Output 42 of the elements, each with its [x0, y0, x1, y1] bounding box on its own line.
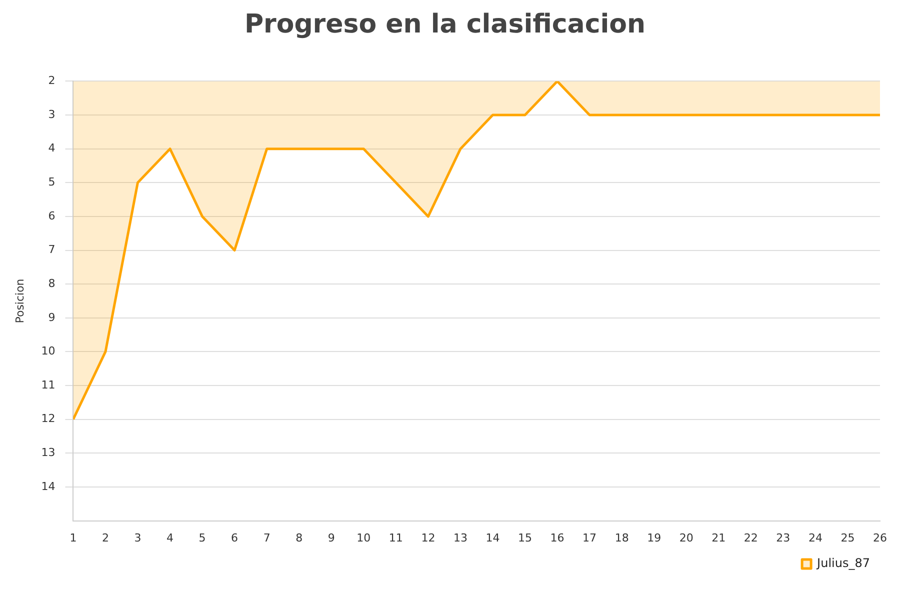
x-tick-label: 26	[873, 531, 887, 544]
x-tick-label: 24	[808, 531, 822, 544]
x-tick-label: 20	[679, 531, 694, 544]
x-tick-label: 5	[198, 531, 206, 544]
y-tick-label: 4	[48, 142, 56, 155]
chart-title: Progreso en la clasificacion	[244, 9, 646, 40]
x-tick-label: 19	[647, 531, 662, 544]
x-tick-label: 11	[388, 531, 403, 544]
x-tick-label: 21	[712, 531, 726, 544]
x-tick-label: 16	[550, 531, 564, 544]
x-tick-label: 8	[296, 531, 303, 544]
x-tick-label: 3	[134, 531, 142, 544]
y-tick-label: 13	[41, 446, 56, 460]
x-tick-label: 23	[776, 531, 790, 544]
x-tick-label: 9	[328, 531, 335, 544]
y-tick-label: 2	[48, 74, 56, 88]
y-tick-label: 9	[48, 310, 56, 324]
y-tick-label: 10	[41, 344, 56, 358]
y-tick-label: 14	[41, 480, 56, 493]
y-tick-label: 5	[48, 176, 56, 189]
y-tick-label: 3	[48, 108, 56, 121]
y-axis-title: Posicion	[13, 278, 26, 324]
legend-label: Julius_87	[816, 556, 870, 570]
x-tick-label: 1	[70, 531, 77, 544]
x-tick-label: 15	[518, 531, 532, 544]
x-tick-label: 4	[166, 531, 174, 544]
y-tick-label: 12	[41, 412, 56, 426]
y-tick-label: 11	[41, 378, 56, 392]
x-tick-label: 14	[486, 531, 500, 544]
x-tick-label: 7	[263, 531, 270, 544]
x-tick-label: 12	[421, 531, 436, 544]
x-tick-label: 10	[356, 531, 371, 544]
x-tick-label: 6	[231, 531, 238, 544]
y-tick-label: 7	[48, 243, 56, 256]
x-tick-label: 25	[840, 531, 855, 544]
x-tick-label: 13	[453, 531, 468, 544]
x-tick-label: 2	[102, 531, 109, 544]
y-tick-label: 6	[48, 209, 56, 222]
x-tick-label: 22	[744, 531, 758, 544]
y-tick-label: 8	[48, 276, 56, 290]
x-tick-label: 17	[582, 531, 597, 544]
x-tick-label: 18	[614, 531, 629, 544]
